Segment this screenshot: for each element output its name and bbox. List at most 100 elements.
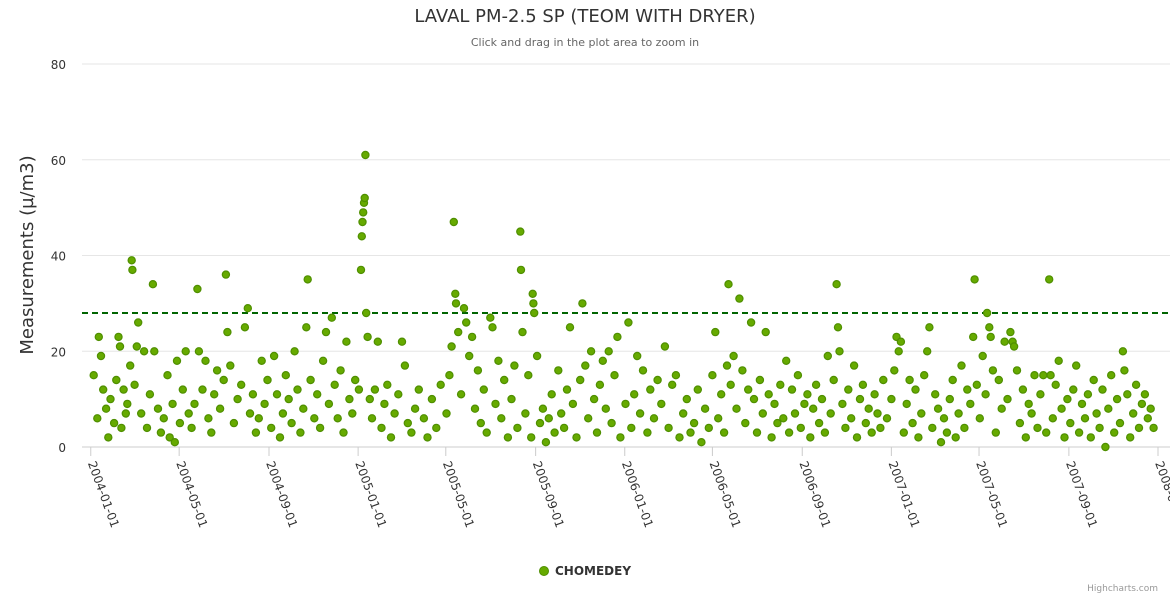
data-point[interactable] (630, 390, 639, 399)
data-point[interactable] (175, 418, 185, 428)
data-point[interactable] (114, 332, 123, 342)
data-point[interactable] (354, 385, 364, 394)
data-point[interactable] (876, 423, 885, 433)
data-point[interactable] (486, 313, 495, 322)
data-point[interactable] (966, 399, 975, 409)
data-point[interactable] (184, 409, 193, 418)
data-point[interactable] (1143, 414, 1153, 423)
data-point[interactable] (1077, 399, 1087, 409)
data-point[interactable] (518, 327, 527, 337)
data-point[interactable] (454, 327, 463, 337)
data-point[interactable] (773, 418, 782, 428)
data-point[interactable] (1120, 366, 1129, 375)
data-point[interactable] (782, 356, 791, 365)
data-point[interactable] (1018, 385, 1028, 394)
data-point[interactable] (465, 351, 474, 361)
data-point[interactable] (616, 433, 625, 442)
data-point[interactable] (245, 409, 255, 418)
data-point[interactable] (841, 423, 850, 433)
data-point[interactable] (530, 308, 539, 318)
data-point[interactable] (787, 385, 797, 394)
data-point[interactable] (163, 371, 172, 380)
data-point[interactable] (920, 371, 929, 380)
data-point[interactable] (704, 423, 714, 433)
data-point[interactable] (233, 394, 242, 404)
data-point[interactable] (89, 371, 98, 380)
data-point[interactable] (407, 428, 416, 437)
data-point[interactable] (150, 347, 159, 356)
data-point[interactable] (272, 390, 282, 399)
data-point[interactable] (624, 318, 633, 327)
data-point[interactable] (914, 433, 923, 442)
data-point[interactable] (278, 409, 288, 418)
data-point[interactable] (333, 414, 342, 423)
data-point[interactable] (758, 409, 768, 418)
data-point[interactable] (598, 356, 608, 365)
data-point[interactable] (565, 323, 575, 332)
data-point[interactable] (554, 366, 563, 375)
data-point[interactable] (284, 394, 293, 404)
data-point[interactable] (981, 390, 990, 399)
data-point[interactable] (136, 409, 146, 418)
data-point[interactable] (894, 347, 903, 356)
data-point[interactable] (356, 265, 366, 275)
data-point[interactable] (752, 428, 762, 437)
data-point[interactable] (516, 227, 525, 236)
data-point[interactable] (462, 318, 471, 327)
data-point[interactable] (586, 347, 596, 356)
data-point[interactable] (380, 399, 389, 409)
data-point[interactable] (318, 356, 328, 365)
data-point[interactable] (887, 394, 896, 404)
data-point[interactable] (896, 337, 906, 346)
data-point[interactable] (1101, 442, 1110, 452)
data-point[interactable] (635, 409, 645, 418)
data-point[interactable] (181, 347, 190, 356)
data-point[interactable] (1074, 428, 1084, 437)
data-point[interactable] (240, 323, 250, 332)
data-point[interactable] (820, 428, 830, 437)
data-point[interactable] (578, 299, 587, 308)
data-point[interactable] (829, 375, 838, 385)
data-point[interactable] (732, 404, 741, 413)
data-point[interactable] (544, 414, 554, 423)
data-point[interactable] (679, 409, 688, 418)
data-point[interactable] (223, 327, 232, 337)
data-point[interactable] (1125, 433, 1135, 442)
data-point[interactable] (133, 318, 143, 327)
data-point[interactable] (986, 332, 995, 342)
data-point[interactable] (954, 409, 963, 418)
data-point[interactable] (826, 409, 835, 418)
data-point[interactable] (770, 399, 779, 409)
data-point[interactable] (96, 351, 106, 361)
data-point[interactable] (942, 428, 952, 437)
data-point[interactable] (260, 399, 269, 409)
data-point[interactable] (814, 418, 824, 428)
data-point[interactable] (1146, 404, 1155, 413)
data-point[interactable] (719, 428, 729, 437)
data-point[interactable] (1044, 275, 1054, 284)
data-point[interactable] (905, 375, 914, 385)
data-point[interactable] (491, 399, 500, 409)
data-point[interactable] (310, 414, 319, 423)
data-point[interactable] (132, 342, 141, 351)
data-point[interactable] (451, 289, 460, 298)
data-point[interactable] (1083, 390, 1093, 399)
data-point[interactable] (1012, 366, 1022, 375)
data-points[interactable] (89, 150, 1158, 452)
data-point[interactable] (130, 380, 139, 389)
data-point[interactable] (327, 313, 336, 322)
data-point[interactable] (432, 423, 441, 433)
data-point[interactable] (445, 371, 454, 380)
data-point[interactable] (923, 347, 932, 356)
data-point[interactable] (982, 308, 992, 318)
data-point[interactable] (386, 433, 396, 442)
data-point[interactable] (1131, 380, 1141, 389)
data-point[interactable] (370, 385, 380, 394)
data-point[interactable] (1027, 409, 1036, 418)
data-point[interactable] (613, 332, 622, 342)
data-point[interactable] (165, 433, 174, 442)
data-point[interactable] (302, 323, 311, 332)
data-point[interactable] (858, 380, 868, 389)
data-point[interactable] (1128, 409, 1138, 418)
data-point[interactable] (978, 351, 987, 361)
